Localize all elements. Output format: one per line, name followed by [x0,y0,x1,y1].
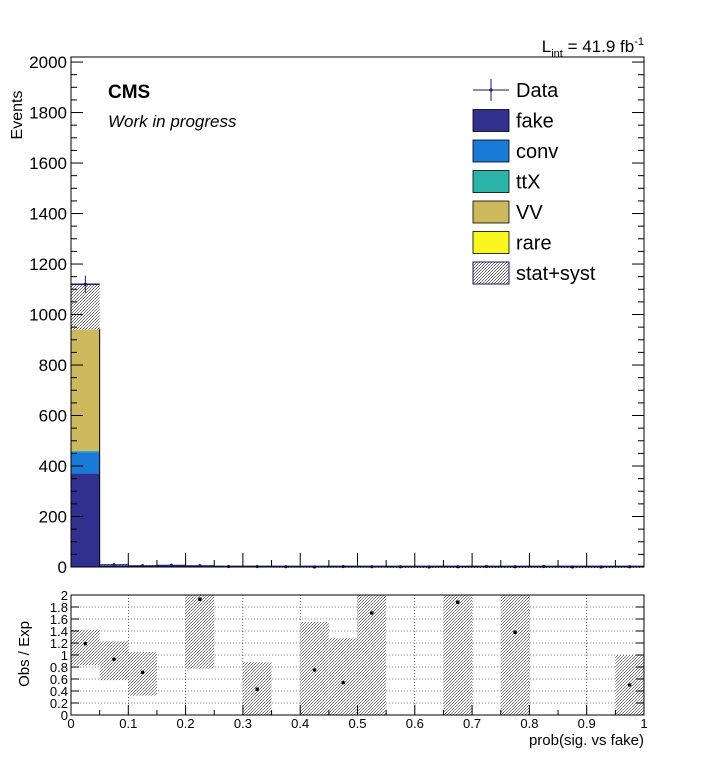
lumi-label: Lint = 41.9 fb-1 [542,36,644,60]
data-point [542,564,546,569]
lumi-sub: int [551,48,563,60]
ratio-point [370,611,374,615]
status-label: Work in progress [108,112,237,131]
main-ytick-label: 600 [39,407,67,426]
lumi-main: L [542,37,551,56]
ratio-band [500,595,530,715]
main-ytick-label: 1400 [29,205,67,224]
legend-swatch-stat+syst [472,261,510,285]
ratio-xtick-label: 1 [640,716,647,731]
data-point [255,564,259,569]
ratio-xtick-label: 0.2 [177,716,195,731]
ratio-band [443,595,473,715]
data-point [226,564,231,569]
main-ytick-label: 1600 [29,154,67,173]
legend-swatch-rare [472,231,510,254]
ratio-point [513,630,517,634]
stack-bar-fake [71,473,100,567]
legend-label: ttX [516,172,540,194]
ratio-point [83,641,88,646]
ratio-xtick-label: 0.9 [578,716,596,731]
legend-label: conv [516,141,558,163]
legend-swatch-fake [472,109,510,132]
ratio-ytick-label: 1.8 [50,600,68,615]
ratio-point [627,683,632,687]
ratio-point [112,657,116,661]
ratio-point [255,687,260,691]
legend-label: VV [516,202,543,224]
main-ytick-label: 1800 [29,104,67,123]
ratio-ytick-label: 1.4 [50,624,68,639]
lumi-value: = 41.9 fb [563,37,634,56]
ratio-ytick-label: 0.2 [50,696,68,711]
legend: Data fake conv ttX VV rare stat+syst [472,79,596,285]
main-ytick-label: 2000 [29,53,67,72]
ratio-xtick-label: 0.8 [520,716,538,731]
ratio-band [185,595,215,669]
data-point [83,282,87,286]
ratio-point [455,600,460,604]
legend-label: stat+syst [516,263,596,285]
ratio-xtick-label: 0.5 [348,716,366,731]
ratio-ytick-label: 0.4 [50,684,68,699]
cms-label: CMS [108,82,150,103]
ratio-ytick-label: 1 [61,648,68,663]
legend-swatch-VV [472,200,510,224]
main-ylabel: Events [9,91,26,140]
ratio-band [71,629,100,666]
legend-label: rare [516,233,552,255]
main-frame-border [70,56,645,568]
main-ytick-label: 800 [39,356,67,375]
data-point [112,563,116,567]
ratio-xtick-label: 0.4 [291,716,309,731]
ratio-ylabel: Obs / Exp [16,621,33,687]
ratio-ytick-label: 2 [61,588,68,603]
ratio-xlabel: prob(sig. vs fake) [529,732,644,749]
ratio-ytick-label: 0.6 [50,672,68,687]
stack-bar-ttx [71,450,100,453]
ratio-point [341,680,345,685]
legend-label: Data [516,80,559,102]
ratio-xtick-label: 0.7 [463,716,481,731]
main-ytick-label: 0 [58,558,67,577]
legend-swatch-ttX [472,170,510,193]
main-ytick-label: 1200 [29,255,67,274]
ratio-ytick-label: 1.2 [50,636,68,651]
ratio-xtick-label: 0 [67,716,74,731]
ratio-ytick-label: 0.8 [50,660,68,675]
ratio-point [198,597,202,601]
ratio-xtick-label: 0.3 [234,716,252,731]
lumi-sup: -1 [634,36,644,48]
data-point [169,563,173,567]
main-plot-area: 0 200 400 600 800 1000 1200 1400 1600 1800 2000 [29,53,645,577]
main-ytick-label: 400 [39,457,67,476]
data-point [341,564,345,569]
data-point [484,564,489,569]
ratio-xtick-label: 0.6 [406,716,424,731]
ratio-band [357,595,387,715]
stack-bar-conv [71,452,100,474]
legend-swatch-conv [472,139,510,163]
legend-label: fake [516,111,554,133]
ratio-point [140,670,145,675]
ratio-band [328,638,358,715]
ratio-point [312,668,317,672]
ratio-ytick-label: 0 [61,708,68,723]
ratio-plot-area: 00.20.40.60.811.21.41.61.820 0.1 0.2 0.3 0.4… [50,588,648,731]
main-ytick-label: 1000 [29,306,67,325]
legend-data-dot [489,88,493,92]
ratio-ytick-label: 1.6 [50,612,68,627]
ratio-xtick-label: 0.1 [119,716,137,731]
main-ytick-label: 200 [39,508,67,527]
